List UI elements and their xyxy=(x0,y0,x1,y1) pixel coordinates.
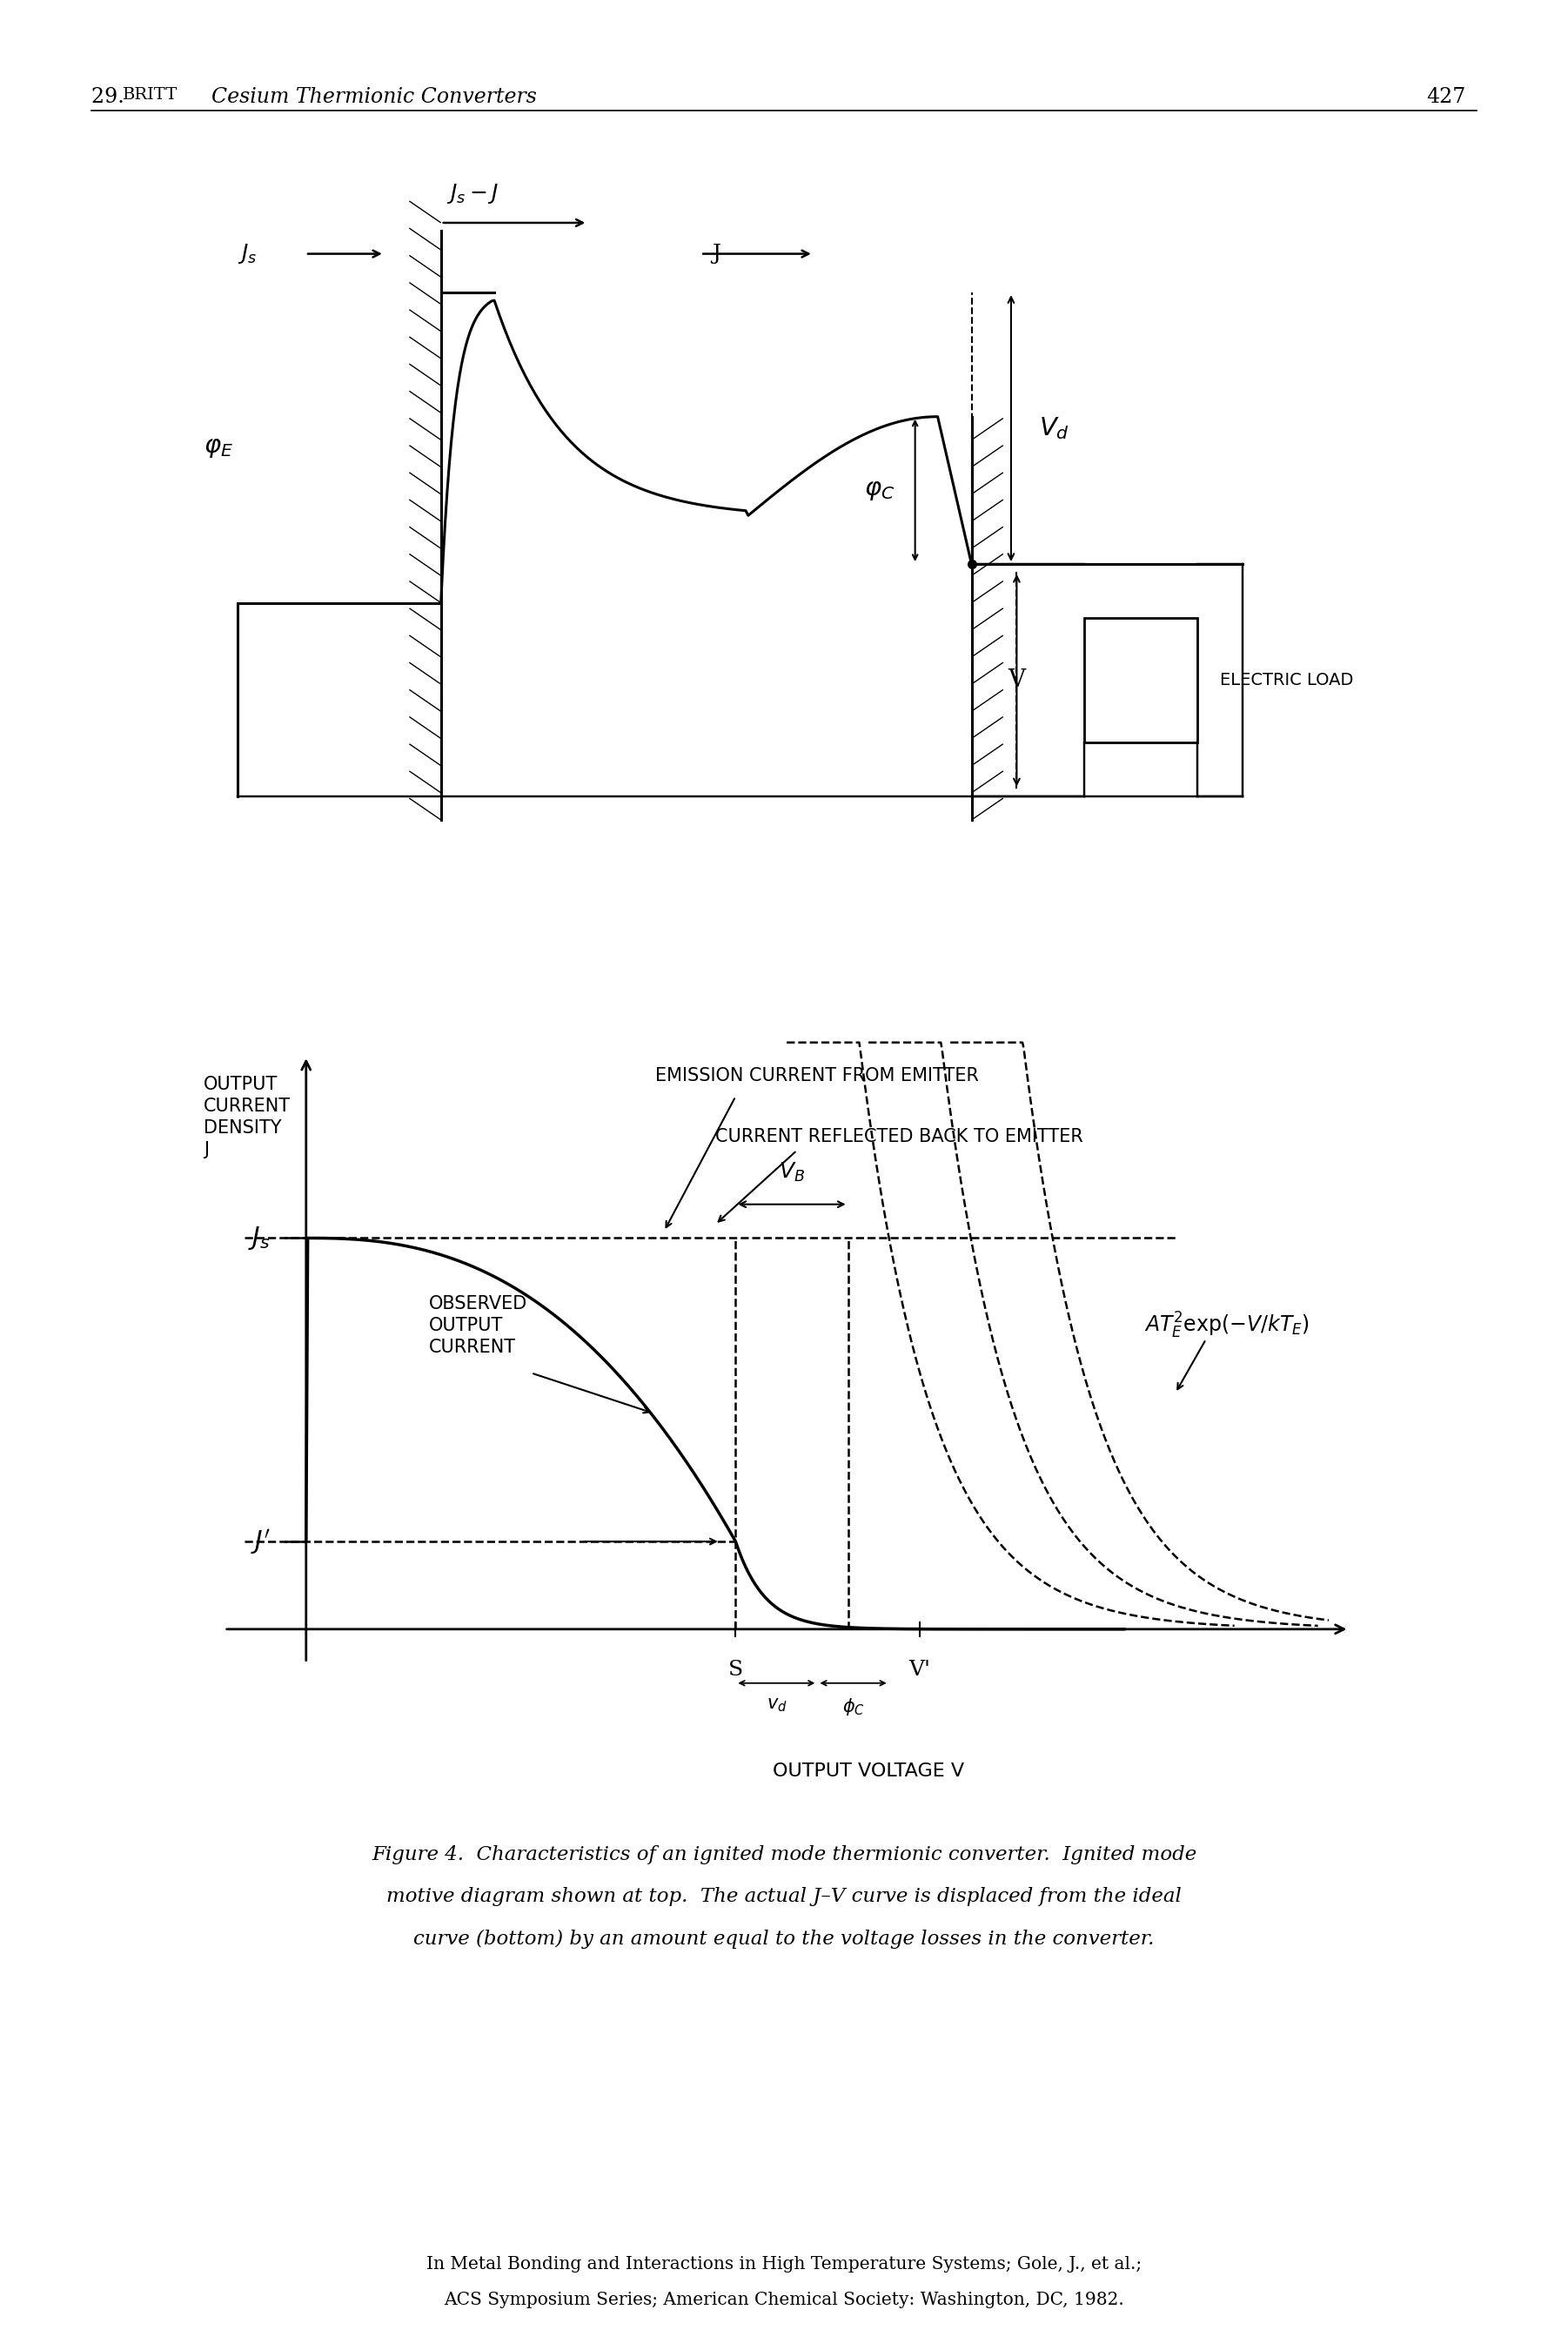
Text: BRITT: BRITT xyxy=(122,87,177,103)
Text: $\phi_C$: $\phi_C$ xyxy=(842,1697,864,1718)
Text: CURRENT REFLECTED BACK TO EMITTER: CURRENT REFLECTED BACK TO EMITTER xyxy=(715,1128,1083,1144)
Text: S: S xyxy=(728,1659,743,1680)
Text: Cesium Thermionic Converters: Cesium Thermionic Converters xyxy=(212,87,536,108)
Text: $J_s - J$: $J_s - J$ xyxy=(447,181,499,204)
Text: J: J xyxy=(712,244,721,263)
Bar xyxy=(1085,618,1198,743)
Text: motive diagram shown at top.  The actual J–V curve is displaced from the ideal: motive diagram shown at top. The actual … xyxy=(386,1887,1182,1906)
Text: V': V' xyxy=(909,1659,930,1680)
Text: OUTPUT VOLTAGE V: OUTPUT VOLTAGE V xyxy=(773,1762,964,1779)
Text: $V_B$: $V_B$ xyxy=(779,1161,804,1184)
Text: 29.: 29. xyxy=(91,87,136,108)
Text: OUTPUT
CURRENT
DENSITY
J: OUTPUT CURRENT DENSITY J xyxy=(204,1076,292,1159)
Text: $v_d$: $v_d$ xyxy=(767,1697,787,1713)
Text: ELECTRIC LOAD: ELECTRIC LOAD xyxy=(1220,672,1353,689)
Text: curve (bottom) by an amount equal to the voltage losses in the converter.: curve (bottom) by an amount equal to the… xyxy=(414,1929,1154,1948)
Text: $J_s$: $J_s$ xyxy=(248,1224,270,1253)
Text: 427: 427 xyxy=(1427,87,1466,108)
Text: ACS Symposium Series; American Chemical Society: Washington, DC, 1982.: ACS Symposium Series; American Chemical … xyxy=(444,2291,1124,2308)
Text: $V_d$: $V_d$ xyxy=(1040,416,1069,442)
Text: OBSERVED
OUTPUT
CURRENT: OBSERVED OUTPUT CURRENT xyxy=(428,1295,527,1356)
Text: $\varphi_C$: $\varphi_C$ xyxy=(864,477,895,503)
Text: $AT_E^2\exp(-V/kT_E)$: $AT_E^2\exp(-V/kT_E)$ xyxy=(1145,1311,1309,1339)
Text: In Metal Bonding and Interactions in High Temperature Systems; Gole, J., et al.;: In Metal Bonding and Interactions in Hig… xyxy=(426,2256,1142,2272)
Text: $J_s$: $J_s$ xyxy=(238,242,257,266)
Text: $J'$: $J'$ xyxy=(251,1528,270,1556)
Text: V: V xyxy=(1008,667,1025,691)
Text: Figure 4.  Characteristics of an ignited mode thermionic converter.  Ignited mod: Figure 4. Characteristics of an ignited … xyxy=(372,1845,1196,1864)
Text: $\varphi_E$: $\varphi_E$ xyxy=(204,435,234,461)
Text: EMISSION CURRENT FROM EMITTER: EMISSION CURRENT FROM EMITTER xyxy=(655,1067,978,1086)
